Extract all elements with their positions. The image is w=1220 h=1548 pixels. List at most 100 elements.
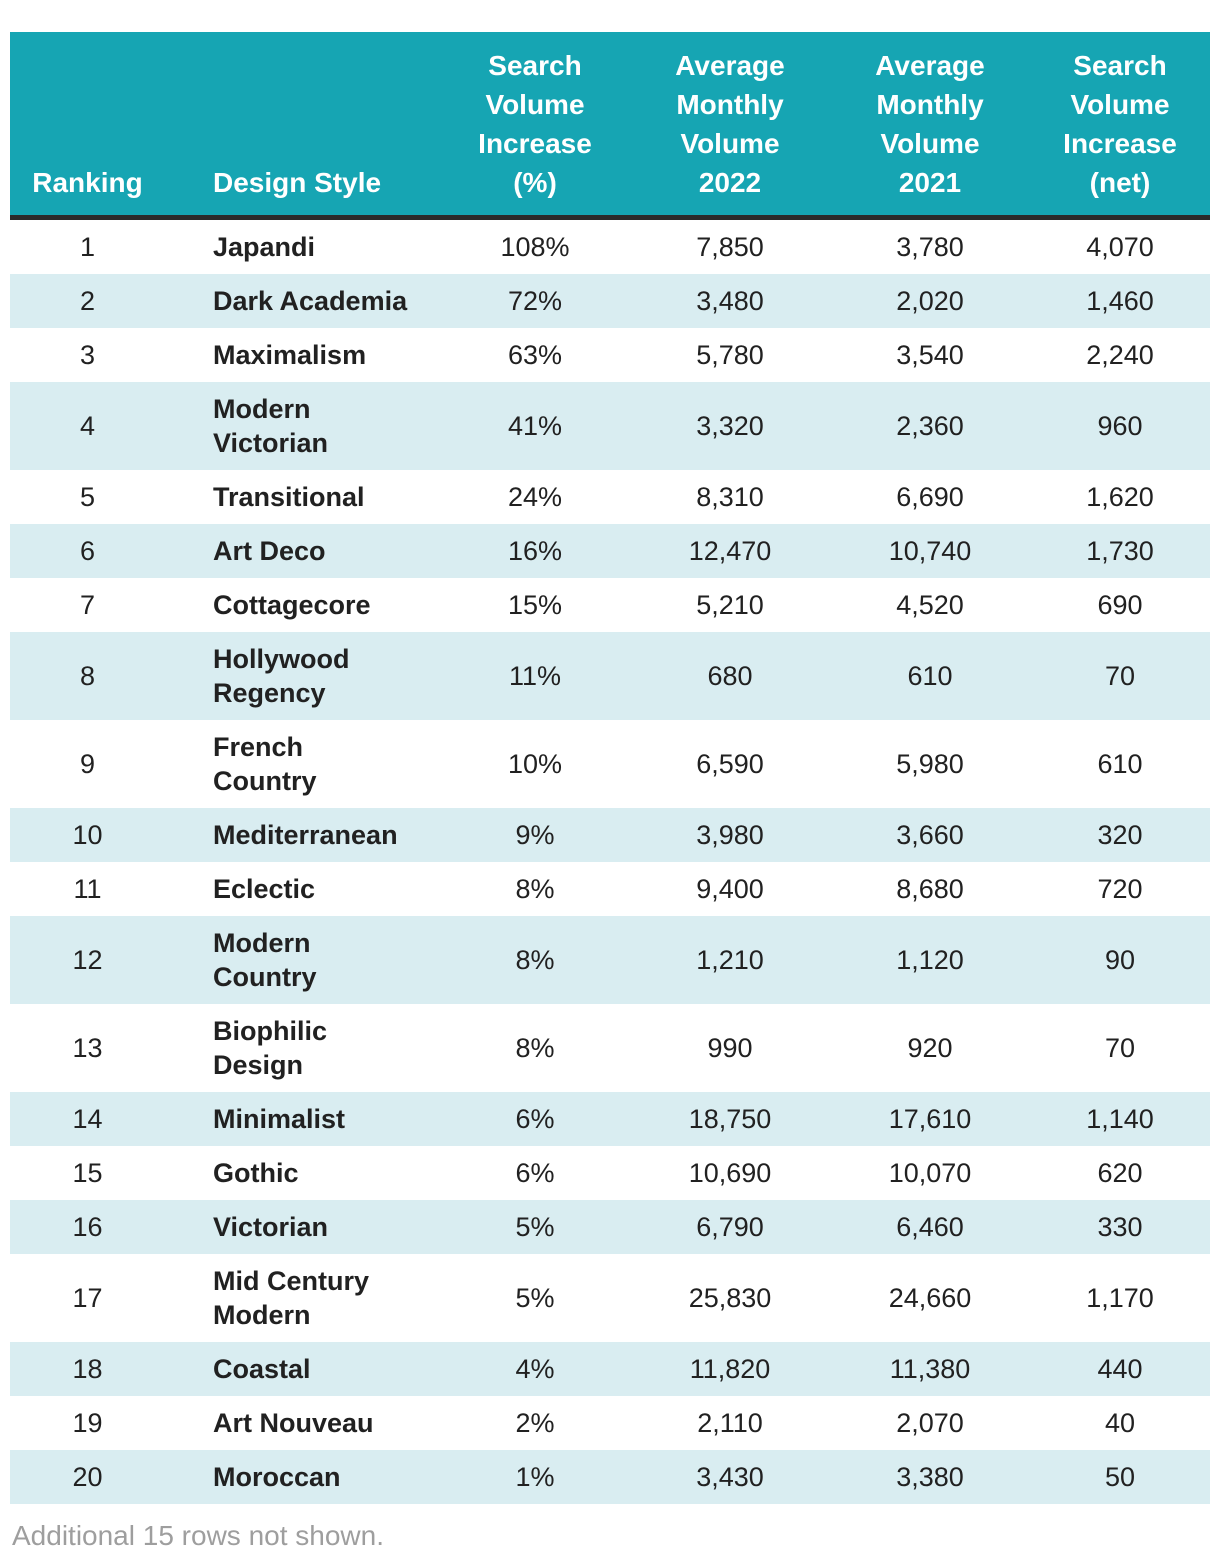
cell-style: Art Deco [213,536,326,566]
cell-v2022: 7,850 [696,232,764,262]
cell-pct: 5% [515,1283,555,1313]
cell-net: 70 [1104,1033,1136,1063]
cell-ranking: 4 [79,411,96,441]
cell-net: 330 [1097,1212,1143,1242]
cell-pct: 8% [515,874,555,904]
cell-net: 610 [1097,749,1143,779]
cell-style: Moroccan [213,1462,341,1492]
cell-net: 620 [1097,1158,1143,1188]
cell-net: 70 [1104,661,1136,691]
cell-v2021: 3,540 [896,340,964,370]
cell-ranking: 15 [72,1158,103,1188]
design-style-ranking-table: Ranking Design Style Search Volume Incre… [10,32,1210,1504]
cell-ranking: 10 [72,820,103,850]
cell-pct: 24% [507,482,563,512]
cell-v2021: 3,380 [896,1462,964,1492]
table-row: 5 Transitional 24% 8,310 6,690 1,620 [10,470,1210,524]
cell-net: 1,460 [1086,286,1154,316]
cell-net: 1,730 [1086,536,1154,566]
cell-v2021: 10,070 [888,1158,972,1188]
cell-v2021: 4,520 [896,590,964,620]
cell-v2021: 5,980 [896,749,964,779]
cell-pct: 8% [515,1033,555,1063]
cell-pct: 6% [515,1158,555,1188]
cell-net: 1,140 [1086,1104,1154,1134]
cell-style: Maximalism [213,340,367,370]
cell-net: 1,620 [1086,482,1154,512]
table-row: 1 Japandi 108% 7,850 3,780 4,070 [10,218,1210,275]
cell-ranking: 1 [79,232,96,262]
cell-ranking: 14 [72,1104,103,1134]
cell-pct: 16% [507,536,563,566]
cell-v2022: 10,690 [688,1158,772,1188]
cell-pct: 1% [515,1462,555,1492]
cell-style: Mediterranean [213,820,398,850]
cell-v2022: 3,430 [696,1462,764,1492]
cell-style: Japandi [213,232,316,262]
cell-net: 440 [1097,1354,1143,1384]
cell-net: 960 [1097,411,1143,441]
table-row: 19 Art Nouveau 2% 2,110 2,070 40 [10,1396,1210,1450]
cell-net: 90 [1104,945,1136,975]
cell-v2022: 6,590 [696,749,764,779]
cell-v2022: 18,750 [688,1104,772,1134]
table-row: 6 Art Deco 16% 12,470 10,740 1,730 [10,524,1210,578]
cell-v2021: 17,610 [888,1104,972,1134]
cell-pct: 108% [500,232,570,262]
cell-v2022: 2,110 [697,1408,763,1438]
table-row: 18 Coastal 4% 11,820 11,380 440 [10,1342,1210,1396]
cell-v2021: 6,460 [896,1212,964,1242]
cell-style: Art Nouveau [213,1408,374,1438]
cell-ranking: 17 [72,1283,103,1313]
table-row: 16 Victorian 5% 6,790 6,460 330 [10,1200,1210,1254]
cell-style: Eclectic [213,874,316,904]
cell-ranking: 2 [79,286,96,316]
cell-net: 720 [1097,874,1143,904]
table-row: 17 Mid Century Modern 5% 25,830 24,660 1,170 [10,1254,1210,1342]
cell-v2022: 6,790 [696,1212,764,1242]
cell-v2021: 2,020 [896,286,964,316]
cell-net: 690 [1097,590,1143,620]
table-header: Ranking Design Style Search Volume Incre… [10,32,1210,220]
cell-ranking: 7 [79,590,96,620]
cell-v2021: 8,680 [896,874,964,904]
cell-v2022: 5,780 [696,340,764,370]
cell-style: Cottagecore [213,590,371,620]
cell-v2022: 990 [707,1033,753,1063]
cell-pct: 4% [515,1354,555,1384]
cell-net: 2,240 [1086,340,1154,370]
cell-ranking: 8 [79,661,96,691]
cell-pct: 15% [507,590,563,620]
table-row: 20 Moroccan 1% 3,430 3,380 50 [10,1450,1210,1504]
cell-v2021: 610 [907,661,953,691]
cell-pct: 5% [515,1212,555,1242]
cell-v2022: 3,320 [696,411,764,441]
cell-style: Biophilic Design [213,1016,327,1080]
cell-style: Transitional [213,482,365,512]
table-row: 12 Modern Country 8% 1,210 1,120 90 [10,916,1210,1004]
cell-ranking: 6 [79,536,96,566]
cell-style: Hollywood Regency [213,644,350,708]
cell-v2022: 8,310 [696,482,764,512]
cell-style: Modern Country [213,928,317,992]
cell-net: 50 [1104,1462,1136,1492]
cell-style: Mid Century Modern [213,1266,370,1330]
cell-style: Minimalist [213,1104,346,1134]
table-row: 13 Biophilic Design 8% 990 920 70 [10,1004,1210,1092]
cell-pct: 63% [507,340,563,370]
cell-v2022: 11,820 [689,1354,771,1384]
cell-ranking: 5 [79,482,96,512]
cell-v2021: 3,780 [896,232,964,262]
table-row: 2 Dark Academia 72% 3,480 2,020 1,460 [10,274,1210,328]
table-body: 1 Japandi 108% 7,850 3,780 4,070 2 Dark Academi… [10,218,1210,1504]
table-row: 7 Cottagecore 15% 5,210 4,520 690 [10,578,1210,632]
cell-pct: 41% [507,411,563,441]
cell-ranking: 12 [72,945,103,975]
table-row: 8 Hollywood Regency 11% 680 610 70 [10,632,1210,720]
cell-style: French Country [213,732,317,796]
cell-style: Victorian [213,1212,329,1242]
cell-style: Dark Academia [213,286,408,316]
cell-style: Gothic [213,1158,299,1188]
header-avg-monthly-volume-2021: Average Monthly Volume 2021 [830,32,1030,220]
